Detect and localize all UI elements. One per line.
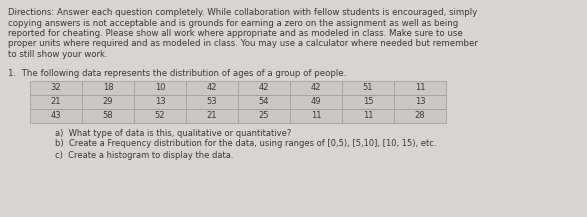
Text: to still show your work.: to still show your work. bbox=[8, 50, 107, 59]
Bar bbox=[82, 94, 134, 108]
Bar bbox=[290, 94, 342, 108]
Bar bbox=[82, 81, 134, 94]
Text: 54: 54 bbox=[259, 97, 269, 106]
Text: 21: 21 bbox=[207, 111, 217, 120]
Text: 11: 11 bbox=[415, 83, 425, 92]
Text: 43: 43 bbox=[50, 111, 61, 120]
Bar bbox=[342, 108, 394, 123]
Text: c)  Create a histogram to display the data.: c) Create a histogram to display the dat… bbox=[55, 151, 234, 159]
Text: 10: 10 bbox=[155, 83, 166, 92]
Text: 13: 13 bbox=[414, 97, 426, 106]
Bar bbox=[82, 108, 134, 123]
Bar bbox=[394, 81, 446, 94]
Bar bbox=[134, 108, 186, 123]
Bar bbox=[134, 81, 186, 94]
Bar bbox=[238, 81, 290, 94]
Bar bbox=[186, 108, 238, 123]
Text: 11: 11 bbox=[363, 111, 373, 120]
Bar bbox=[30, 81, 82, 94]
Bar bbox=[394, 108, 446, 123]
Text: 25: 25 bbox=[259, 111, 269, 120]
Text: 21: 21 bbox=[50, 97, 61, 106]
Text: 1.  The following data represents the distribution of ages of a group of people.: 1. The following data represents the dis… bbox=[8, 69, 346, 77]
Text: 58: 58 bbox=[103, 111, 113, 120]
Text: 29: 29 bbox=[103, 97, 113, 106]
Text: 52: 52 bbox=[155, 111, 166, 120]
Text: 32: 32 bbox=[50, 83, 61, 92]
Text: 53: 53 bbox=[207, 97, 217, 106]
Text: 42: 42 bbox=[311, 83, 321, 92]
Text: b)  Create a Frequency distribution for the data, using ranges of [0,5), [5,10],: b) Create a Frequency distribution for t… bbox=[55, 140, 437, 148]
Text: 49: 49 bbox=[311, 97, 321, 106]
Text: reported for cheating. Please show all work where appropriate and as modeled in : reported for cheating. Please show all w… bbox=[8, 29, 463, 38]
Text: 28: 28 bbox=[414, 111, 426, 120]
Text: proper units where required and as modeled in class. You may use a calculator wh: proper units where required and as model… bbox=[8, 39, 478, 49]
Bar bbox=[30, 94, 82, 108]
Bar bbox=[342, 81, 394, 94]
Text: 13: 13 bbox=[155, 97, 166, 106]
Text: Directions: Answer each question completely. While collaboration with fellow stu: Directions: Answer each question complet… bbox=[8, 8, 477, 17]
Text: 42: 42 bbox=[259, 83, 269, 92]
Text: 11: 11 bbox=[311, 111, 321, 120]
Text: 42: 42 bbox=[207, 83, 217, 92]
Bar bbox=[290, 108, 342, 123]
Bar bbox=[238, 108, 290, 123]
Bar bbox=[30, 108, 82, 123]
Text: copying answers is not acceptable and is grounds for earning a zero on the assig: copying answers is not acceptable and is… bbox=[8, 18, 458, 28]
Text: 51: 51 bbox=[363, 83, 373, 92]
Bar bbox=[394, 94, 446, 108]
Bar bbox=[342, 94, 394, 108]
Text: 15: 15 bbox=[363, 97, 373, 106]
Text: a)  What type of data is this, qualitative or quantitative?: a) What type of data is this, qualitativ… bbox=[55, 128, 291, 138]
Text: 18: 18 bbox=[103, 83, 113, 92]
Bar bbox=[134, 94, 186, 108]
Bar bbox=[186, 81, 238, 94]
Bar bbox=[290, 81, 342, 94]
Bar bbox=[238, 94, 290, 108]
Bar bbox=[186, 94, 238, 108]
